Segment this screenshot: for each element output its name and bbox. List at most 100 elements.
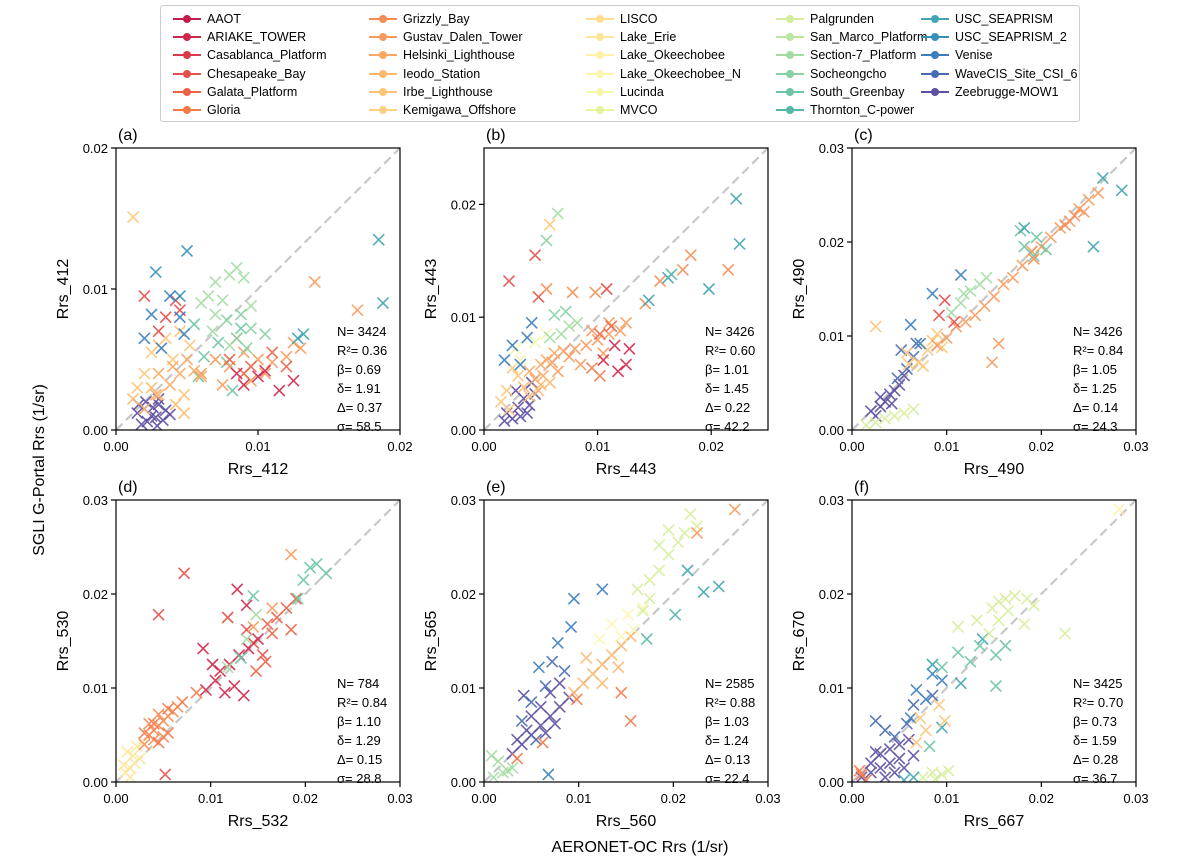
data-point-marker	[566, 286, 579, 299]
data-point-marker	[653, 564, 666, 577]
legend-marker-icon	[921, 65, 949, 83]
y-tick-label: 0.00	[819, 775, 844, 790]
legend-item: Casablanca_Platform	[173, 46, 327, 64]
data-point-marker	[250, 608, 263, 621]
data-point-marker	[611, 365, 625, 378]
scatter-panel: 0.00 0.01 0.02 0.03 0.00 0.01 0.02 0.03 (f) Rrs_6…	[791, 479, 1149, 830]
data-point-marker	[502, 403, 516, 416]
data-point-marker	[929, 773, 942, 782]
data-point-marker	[593, 328, 606, 341]
x-axis-label: Rrs_667	[964, 813, 1025, 830]
x-tick-label: 0.00	[103, 791, 128, 806]
data-point-marker	[642, 294, 655, 307]
marker-layer	[126, 211, 390, 430]
panel-label: (b)	[486, 127, 506, 144]
data-point-marker	[1044, 231, 1057, 244]
stats-annotation: Δ= 0.14	[1073, 400, 1118, 415]
data-point-marker	[585, 324, 598, 337]
data-point-marker	[1112, 503, 1126, 516]
data-point-marker	[1096, 172, 1109, 185]
data-point-marker	[515, 714, 528, 727]
data-point-marker	[662, 524, 675, 537]
data-point-marker	[888, 730, 901, 743]
data-point-marker	[1018, 240, 1031, 253]
legend-label: Zeebrugge-MOW1	[955, 84, 1059, 99]
scatter-panel: 0.00 0.01 0.02 0.03 0.00 0.01 0.02 0.03 (d) Rrs_5…	[55, 479, 413, 830]
legend-item: Lake_Okeechobee_N	[586, 65, 741, 83]
data-point-marker	[209, 275, 222, 289]
data-point-marker	[986, 356, 999, 369]
data-point-marker	[237, 689, 250, 702]
data-point-marker	[147, 717, 160, 730]
data-point-marker	[291, 332, 304, 345]
legend-marker-icon	[776, 65, 804, 83]
legend-item: Lucinda	[586, 83, 664, 101]
data-point-marker	[376, 297, 390, 310]
data-point-marker	[152, 367, 165, 380]
data-point-marker	[247, 620, 260, 633]
data-point-marker	[879, 771, 892, 782]
data-point-marker	[237, 378, 250, 391]
data-point-marker	[228, 680, 241, 693]
x-tick-label: 0.00	[839, 791, 864, 806]
data-point-marker	[898, 369, 911, 382]
data-point-marker	[1008, 589, 1021, 602]
data-point-marker	[240, 599, 253, 612]
data-point-marker	[614, 324, 627, 337]
data-point-marker	[143, 717, 156, 730]
legend-item: WaveCIS_Site_CSI_6	[921, 65, 1078, 83]
panel-label: (e)	[486, 479, 506, 496]
stats-annotation: σ= 22.4	[705, 771, 750, 786]
data-point-marker	[893, 752, 906, 765]
x-tick-label: 0.02	[387, 439, 412, 454]
y-tick-label: 0.02	[451, 197, 476, 212]
legend-item: Lake_Okeechobee	[586, 46, 725, 64]
data-point-marker	[244, 322, 257, 335]
y-axis-label: Rrs_565	[423, 611, 440, 672]
data-point-marker	[176, 696, 189, 709]
marker-layer	[853, 503, 1126, 782]
x-axis-label: Rrs_490	[964, 461, 1025, 478]
stats-annotation: N= 2585	[705, 676, 755, 691]
marker-layer	[485, 503, 741, 782]
x-axis-label: Rrs_532	[228, 813, 289, 830]
data-point-marker	[173, 367, 186, 380]
data-point-marker	[951, 620, 965, 633]
data-point-marker	[310, 557, 323, 570]
data-point-marker	[534, 700, 547, 713]
legend-label: Socheongcho	[810, 66, 887, 81]
data-point-marker	[266, 627, 279, 640]
data-point-marker	[697, 586, 710, 599]
data-point-marker	[308, 275, 321, 289]
data-point-marker	[902, 358, 915, 371]
data-point-marker	[523, 365, 536, 378]
data-point-marker	[138, 332, 151, 345]
data-point-marker	[534, 358, 547, 371]
legend-label: Gustav_Dalen_Tower	[403, 30, 523, 45]
data-point-marker	[980, 271, 993, 284]
data-point-marker	[259, 655, 272, 668]
data-point-marker	[525, 710, 538, 723]
y-tick-label: 0.01	[451, 681, 476, 696]
data-point-marker	[919, 724, 932, 737]
scatter-panel: 0.00 0.01 0.02 0.03 0.00 0.01 0.02 0.03 (e) Rrs_5…	[423, 479, 781, 830]
stats-annotation: σ= 28.8	[337, 771, 382, 786]
legend-item: Lake_Erie	[586, 28, 676, 46]
data-point-marker	[521, 331, 534, 344]
data-point-marker	[548, 717, 562, 730]
y-tick-label: 0.02	[83, 587, 108, 602]
data-point-marker	[294, 342, 307, 355]
data-point-marker	[954, 268, 967, 281]
plot-frame	[483, 147, 769, 431]
data-point-marker	[945, 306, 958, 319]
data-point-marker	[220, 313, 233, 327]
y-tick-label: 0.01	[451, 310, 476, 325]
stats-annotation: Δ= 0.37	[337, 400, 382, 415]
data-point-marker	[126, 211, 140, 224]
data-point-marker	[514, 358, 527, 371]
data-point-marker	[152, 608, 165, 621]
data-point-marker	[240, 342, 253, 355]
x-axis-label: Rrs_560	[596, 813, 657, 830]
data-point-marker	[304, 561, 317, 574]
y-tick-label: 0.00	[451, 423, 476, 438]
